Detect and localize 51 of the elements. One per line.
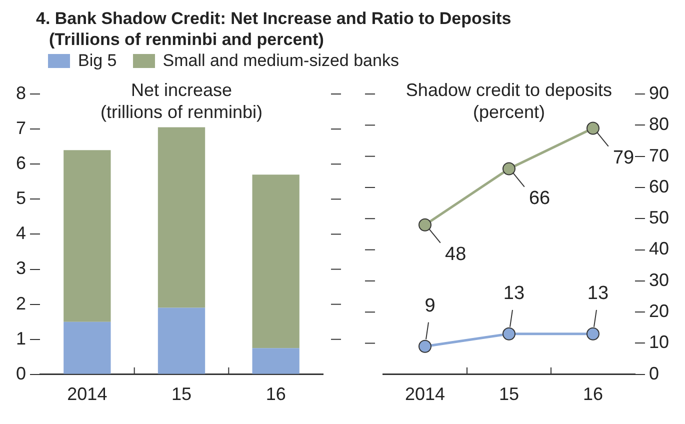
- bar: [158, 308, 206, 374]
- y2-tick-label: 70: [648, 145, 670, 166]
- x-tick-label: 15: [171, 384, 192, 404]
- x-tick-label: 15: [498, 384, 520, 404]
- data-label: 9: [424, 296, 436, 317]
- point: [502, 327, 516, 340]
- y-tick-label: 4: [16, 223, 26, 244]
- y2-tick-label: 30: [648, 270, 670, 290]
- y-tick-label: 6: [16, 153, 26, 174]
- data-label: 13: [587, 283, 609, 304]
- y2-tick-label: 90: [648, 82, 670, 103]
- bar: [252, 348, 300, 374]
- data-label: 66: [528, 188, 550, 210]
- y-tick-label: 8: [16, 82, 26, 103]
- y2-tick-label: 10: [648, 332, 670, 352]
- x-tick-label: 2014: [404, 384, 446, 404]
- y-tick-label: 1: [16, 328, 26, 348]
- y2-tick-label: 50: [648, 208, 670, 228]
- annotation: (percent): [472, 102, 546, 122]
- bar: [64, 150, 111, 322]
- chart-title: 4. Bank Shadow Credit: Net Increase and Ratio to Deposits: [36, 8, 512, 29]
- annotation: Net increase: [130, 80, 232, 100]
- bar: [252, 174, 300, 348]
- y-tick-label: 7: [16, 118, 26, 138]
- annotation: Shadow credit to deposits: [406, 80, 612, 100]
- y2-tick-label: 60: [648, 176, 670, 196]
- y2-tick-label: 0: [648, 363, 659, 384]
- point: [418, 340, 432, 353]
- y-tick-label: 0: [16, 363, 26, 384]
- legend-label: Small and medium-sized banks: [162, 51, 399, 71]
- y-tick-label: 3: [16, 258, 26, 278]
- legend-label: Big 5: [78, 51, 117, 71]
- y-tick-label: 2: [16, 293, 26, 314]
- y2-tick-label: 80: [648, 114, 670, 134]
- data-label: 79: [612, 148, 634, 169]
- annotation: (trillions of renminbi): [100, 102, 263, 122]
- bar: [64, 322, 111, 374]
- y-tick-label: 5: [16, 188, 26, 208]
- point: [418, 218, 432, 232]
- x-tick-label: 16: [582, 384, 603, 404]
- point: [502, 162, 516, 176]
- bar: [158, 127, 206, 308]
- data-label: 48: [444, 244, 466, 266]
- chart-subtitle: (Trillions of renminbi and percent): [48, 29, 325, 50]
- point: [586, 327, 600, 340]
- point: [586, 122, 600, 135]
- y2-tick-label: 20: [648, 301, 670, 322]
- data-label: 13: [503, 283, 525, 304]
- x-tick-label: 2014: [67, 384, 108, 404]
- y2-tick-label: 40: [648, 238, 670, 259]
- x-tick-label: 16: [266, 384, 286, 404]
